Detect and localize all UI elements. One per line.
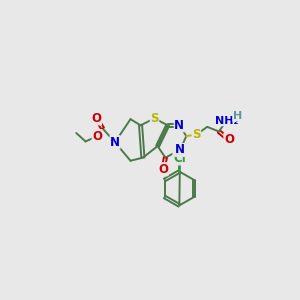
Text: H: H xyxy=(233,111,242,121)
Text: N: N xyxy=(175,143,185,157)
Text: O: O xyxy=(92,112,101,125)
Text: NH₂: NH₂ xyxy=(215,116,238,126)
Text: S: S xyxy=(192,128,201,141)
Text: N: N xyxy=(174,119,184,132)
Text: O: O xyxy=(224,134,234,146)
Text: S: S xyxy=(150,112,159,125)
Text: Cl: Cl xyxy=(173,152,186,165)
Text: O: O xyxy=(158,163,168,176)
Text: N: N xyxy=(110,136,120,149)
Text: O: O xyxy=(92,130,102,142)
